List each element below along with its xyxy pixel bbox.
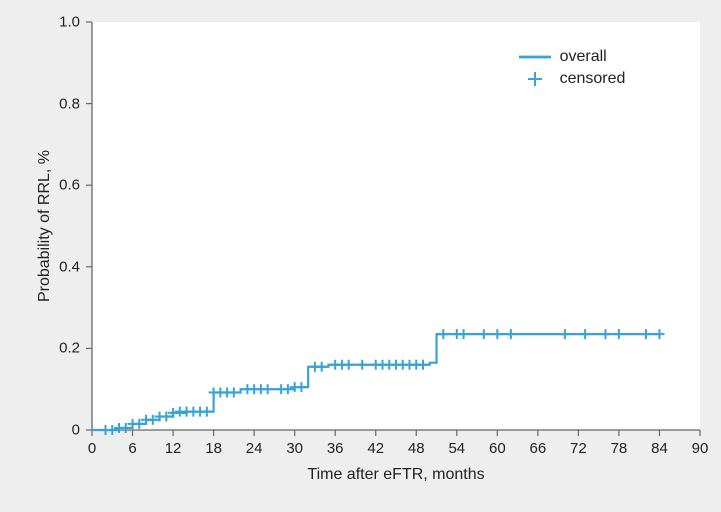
y-axis-label: Probability of RRL, %: [36, 22, 54, 430]
x-tick-label: 30: [286, 440, 303, 457]
x-tick-label: 24: [246, 440, 263, 457]
legend: overall censored: [518, 46, 626, 90]
y-tick-label: 0.2: [59, 340, 80, 357]
legend-item: overall: [518, 46, 626, 68]
legend-label: censored: [560, 70, 626, 88]
x-tick-label: 42: [367, 440, 384, 457]
x-tick-label: 48: [408, 440, 425, 457]
y-tick-label: 0.4: [59, 258, 80, 275]
legend-label: overall: [560, 48, 607, 66]
legend-marker-icon: [518, 70, 552, 88]
x-tick-label: 0: [88, 440, 96, 457]
x-tick-label: 54: [448, 440, 465, 457]
chart-outer: 0 0.2 0.4 0.6 0.8 1.0 0 6 12 18 24 30 36 42 48 54 60 66 7…: [0, 0, 721, 512]
x-tick-label: 84: [651, 440, 668, 457]
x-tick-label: 60: [489, 440, 506, 457]
y-tick-label: 0: [72, 422, 80, 439]
legend-item: censored: [518, 68, 626, 90]
legend-line-icon: [518, 48, 552, 66]
x-tick-label: 18: [205, 440, 222, 457]
x-tick-label: 6: [128, 440, 136, 457]
x-tick-label: 78: [611, 440, 628, 457]
x-axis-label: Time after eFTR, months: [307, 466, 484, 484]
y-tick-label: 1.0: [59, 14, 80, 31]
x-tick-label: 12: [165, 440, 182, 457]
x-tick-label: 36: [327, 440, 344, 457]
x-tick-label: 72: [570, 440, 587, 457]
x-tick-label: 90: [692, 440, 709, 457]
x-tick-label: 66: [530, 440, 547, 457]
y-tick-label: 0.8: [59, 95, 80, 112]
y-tick-label: 0.6: [59, 177, 80, 194]
